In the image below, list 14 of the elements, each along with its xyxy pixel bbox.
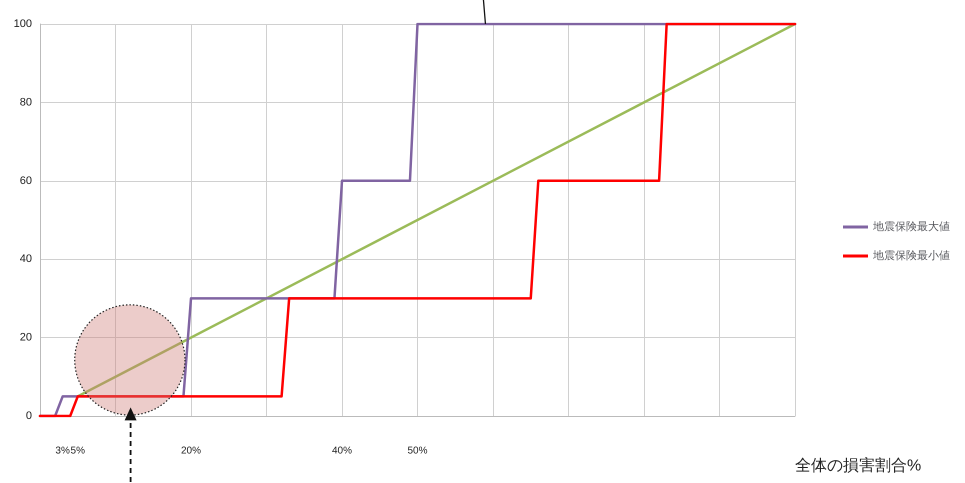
x-tick-label: 20% [180, 446, 202, 456]
x-tick-label: 50% [407, 446, 428, 456]
legend-label: 地震保険最大値 [872, 220, 950, 233]
y-tick-label: 20 [20, 332, 32, 344]
x-axis-title: 全体の損害割合% [795, 456, 922, 474]
legend-label: 地震保険最小値 [872, 249, 950, 262]
y-tick-label: 0 [26, 410, 32, 422]
x-tick-label: 3% [55, 446, 70, 456]
y-tick-label: 40 [20, 253, 32, 266]
y-tick-label: 100 [14, 18, 32, 30]
y-tick-label: 60 [20, 174, 32, 187]
x-tick-label: 40% [332, 446, 352, 456]
y-tick-label: 80 [20, 96, 32, 108]
x-tick-label: 5% [70, 446, 86, 456]
